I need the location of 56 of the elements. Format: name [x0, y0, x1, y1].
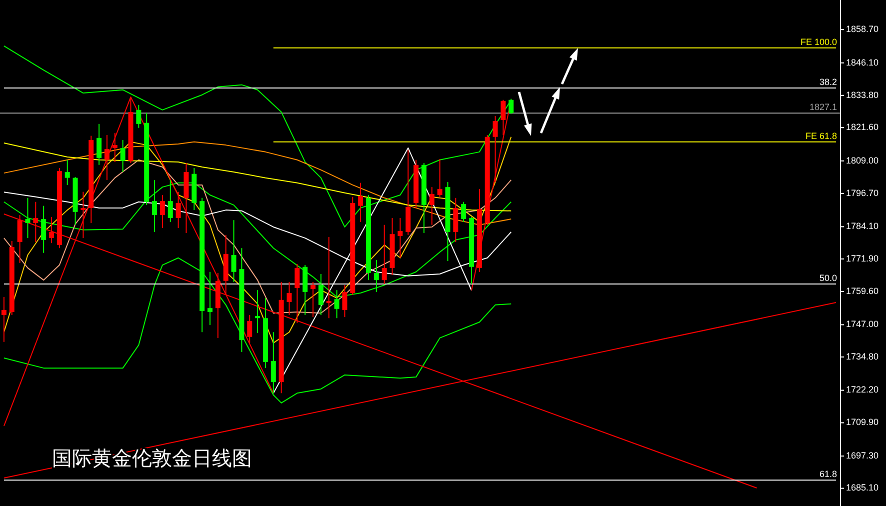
y-tick-label: 1734.80	[846, 351, 879, 362]
y-tick-label: 1833.80	[846, 90, 879, 100]
candlestick	[382, 224, 387, 285]
y-tick-label: 1709.90	[846, 417, 879, 428]
annotation: 38.2	[819, 76, 837, 87]
candlestick	[492, 115, 498, 183]
y-tick-label: 1784.10	[846, 221, 879, 232]
candlestick	[358, 182, 364, 222]
candlestick	[342, 284, 348, 318]
candlestick	[64, 159, 70, 186]
line-series	[3, 159, 512, 314]
y-tick-label: 1771.90	[846, 253, 879, 264]
annotation: FE 61.8	[805, 130, 837, 141]
y-tick-label: 1796.70	[846, 188, 879, 198]
y-tick-label: 1697.30	[846, 450, 879, 460]
candlestick	[49, 216, 54, 244]
candlestick	[310, 281, 316, 318]
candlestick	[429, 186, 434, 226]
candlestick	[461, 201, 466, 222]
y-tick-label: 1685.10	[846, 482, 879, 493]
candlestick	[120, 140, 126, 173]
candlestick	[231, 220, 236, 282]
y-tick-label: 1858.70	[846, 24, 879, 34]
line-series	[3, 142, 512, 212]
annotation: 50.0	[819, 273, 837, 284]
candlestick	[326, 236, 332, 319]
candlestick	[270, 332, 276, 394]
line-series	[3, 136, 512, 344]
candlestick	[160, 194, 165, 229]
candlestick	[437, 158, 442, 198]
candlestick	[255, 290, 260, 334]
ref-line-label: 1827.1	[809, 102, 837, 112]
candlestick	[80, 191, 86, 239]
y-tick-label: 1846.10	[846, 57, 879, 68]
candlestick	[1, 296, 6, 342]
candlestick	[374, 260, 379, 292]
annotation: 61.8	[819, 469, 837, 480]
candlestick	[136, 104, 142, 128]
candlestick	[41, 205, 46, 254]
candlestick	[25, 197, 30, 239]
y-tick-label: 1759.60	[846, 286, 879, 296]
candlestick	[247, 314, 252, 344]
candlestick	[112, 132, 118, 162]
candlestick	[208, 271, 212, 326]
y-tick-label: 1821.60	[846, 122, 879, 132]
candlestick	[286, 281, 292, 316]
candlestick	[104, 134, 110, 180]
y-tick-label: 1722.20	[846, 384, 879, 395]
candlestick	[398, 217, 403, 258]
candlestick	[176, 191, 181, 229]
annotation: FE 100.0	[800, 36, 837, 47]
y-tick-label: 1809.00	[846, 155, 879, 166]
candlestick	[294, 263, 300, 324]
line-series	[3, 141, 512, 226]
candlestick	[96, 123, 102, 166]
y-tick-label: 1747.00	[846, 319, 879, 330]
